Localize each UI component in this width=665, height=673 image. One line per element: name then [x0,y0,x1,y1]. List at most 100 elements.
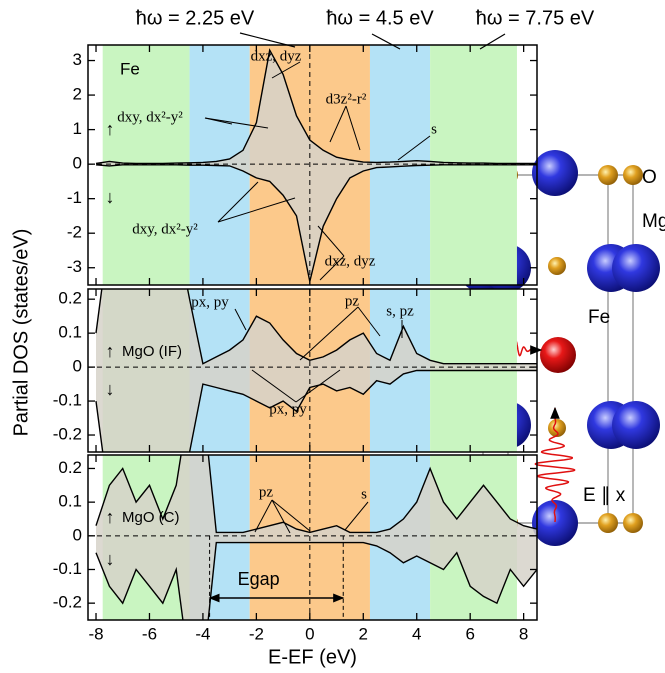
leader-line [217,181,259,223]
wave-packet [534,412,576,522]
leader-line [319,255,345,281]
leader-line [295,369,341,403]
y-tick-label: -0.1 [53,391,82,410]
spin-label: ↑ [106,507,115,527]
panel-frame [87,288,538,453]
spin-label: ↓ [106,379,115,399]
y-tick-label: -0.2 [53,593,82,612]
dos-area [96,455,537,536]
leader-line [345,105,361,151]
leader-line [397,135,431,161]
y-tick-label: 0.1 [58,492,82,511]
orbital-label: pz [259,484,274,500]
leader-line [329,105,347,143]
leader-line [204,117,269,129]
orbital-label: dxy, dx²-y² [117,109,183,125]
leader-line [239,32,296,48]
panel-frame [87,44,538,286]
leader-line [254,499,273,533]
dos-line [95,455,537,534]
leader-line [299,306,359,361]
y-tick-label: 0.2 [58,458,82,477]
leader-line [217,197,296,223]
spin-label: ↑ [106,119,115,139]
x-tick-label: -4 [195,624,210,643]
spin-label: ↓ [106,187,115,207]
y-tick-label: -1 [67,188,82,207]
leader-line [357,306,381,337]
y-tick-label: 3 [73,50,82,69]
orbital-label: dxz, dyz [251,48,302,64]
inset-label: Fe [588,307,610,328]
photon-energy: ħω = 2.25 eV [136,7,255,29]
dos-area [96,367,537,452]
spin-label: ↑ [106,341,115,361]
x-tick-label: 0 [305,624,314,643]
x-tick-label: 6 [465,624,474,643]
y-axis-label: Partial DOS (states/eV) [10,229,32,437]
dos-area [96,535,537,620]
dos-line [95,369,537,452]
y-tick-label: 0.2 [58,289,82,308]
spin-label: ↓ [106,549,115,569]
leader-line [371,33,401,50]
x-tick-label: 2 [359,624,368,643]
leader-line [271,499,311,532]
dos-area [96,164,537,282]
panel: -3 -2 -1 0 1 2 3 ↑ ↓ Fe dxy, dx²-y² dxz, dyz d3z²-r²… [67,44,538,286]
inset-label: E ∥ x [583,485,626,506]
x-tick-label: -8 [88,624,103,643]
y-tick-label: 0 [73,154,82,173]
leader-line [479,33,506,50]
y-tick-label: -0.2 [53,425,82,444]
y-tick-label: 1 [73,119,82,138]
panel: -0.2 -0.1 0 0.1 0.2 -8 -6 -4 -2 0 2 4 6 8 ↑ ↓ MgO (C) pz s… [53,454,538,643]
x-tick-label: -2 [249,624,264,643]
plot-area [88,289,537,452]
y-tick-label: 0 [73,525,82,544]
leader-line [234,308,247,331]
plot-area [88,45,537,285]
dos-line [95,164,537,282]
inset-label: Mg [642,211,665,232]
y-tick-label: -0.1 [53,559,82,578]
plot-area [88,455,537,620]
dos-line [95,48,537,165]
orbital-label: d3z²-r² [326,91,367,107]
leader-line [271,499,291,534]
panel-label: MgO (IF) [122,343,182,360]
photon-energy: ħω = 4.5 eV [326,7,434,29]
dos-line [95,289,537,365]
orbital-label: dxy, dx²-y² [132,221,198,237]
x-axis-label: E-EF (eV) [268,646,357,668]
inset-label: O [642,167,657,188]
dos-line [95,541,537,620]
photon-energy: ħω = 7.75 eV [476,7,595,29]
y-tick-label: 0.1 [58,323,82,342]
panel-label: MgO (C) [122,509,180,526]
leader-line [251,369,297,403]
leader-line [317,225,345,257]
orbital-label: px, py [269,401,307,417]
leader-line [344,501,369,531]
y-tick-label: -2 [67,223,82,242]
dos-area [96,289,537,368]
panel-frame [87,454,538,621]
x-tick-label: 8 [519,624,528,643]
orbital-label: s, pz [386,303,414,319]
panel-label: Fe [120,59,140,78]
orbital-label: dxz, dyz [325,253,376,269]
leader-line [271,61,301,79]
orbital-label: s [431,121,437,137]
x-tick-label: -6 [142,624,157,643]
y-tick-label: -3 [67,257,82,276]
y-tick-label: 0 [73,357,82,376]
orbital-label: s [361,486,367,502]
orbital-label: px, py [191,294,229,310]
panel: -0.2 -0.1 0 0.1 0.2 ↑ ↓ MgO (IF) px, py pz s, pz px… [53,288,538,453]
y-tick-label: 2 [73,85,82,104]
orbital-label: pz [345,293,360,309]
x-tick-label: 4 [412,624,421,643]
gap-label: Egap [238,569,280,589]
